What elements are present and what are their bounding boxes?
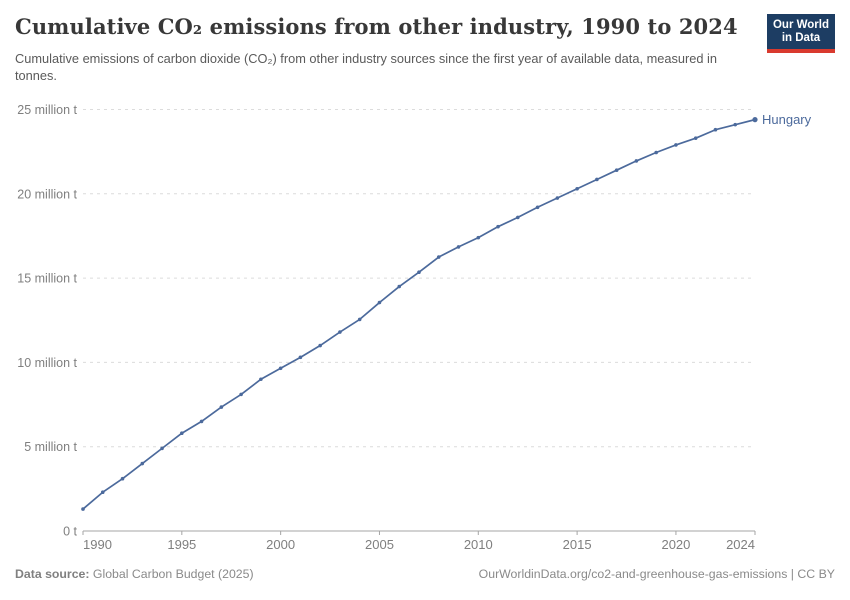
x-axis-label: 2024 <box>726 537 755 552</box>
data-point <box>456 245 461 249</box>
data-point <box>160 446 164 451</box>
x-axis-label: 2010 <box>464 537 493 552</box>
data-point <box>535 205 540 210</box>
data-source-value: Global Carbon Budget (2025) <box>89 567 254 581</box>
data-point <box>377 300 382 305</box>
chart-footer: Data source: Global Carbon Budget (2025)… <box>15 567 835 581</box>
data-point <box>614 168 619 172</box>
y-axis-label: 5 million t <box>24 440 77 454</box>
x-axis-label: 2020 <box>661 537 690 552</box>
data-point <box>259 377 263 382</box>
data-point <box>199 419 204 424</box>
y-axis-label: 10 million t <box>17 356 77 370</box>
data-point <box>397 284 402 289</box>
data-point <box>555 196 560 200</box>
data-point <box>595 177 599 182</box>
data-point <box>120 476 125 481</box>
data-point <box>81 507 85 511</box>
x-axis-label: 1995 <box>167 537 196 552</box>
page-subtitle: Cumulative emissions of carbon dioxide (… <box>15 51 717 83</box>
page-title: Cumulative CO₂ emissions from other indu… <box>15 14 738 39</box>
data-point <box>100 490 105 495</box>
y-axis-label: 20 million t <box>17 187 77 201</box>
data-source-label: Data source: <box>15 567 90 581</box>
owid-logo-text-line1: Our World <box>772 19 829 31</box>
data-point <box>575 186 579 191</box>
data-point <box>338 330 342 334</box>
data-point <box>436 255 441 259</box>
data-point <box>674 143 678 147</box>
data-point <box>298 355 303 360</box>
credit-line: OurWorldinData.org/co2-and-greenhouse-ga… <box>478 567 835 581</box>
data-point <box>417 270 421 274</box>
data-point <box>140 461 145 466</box>
data-point <box>693 136 698 140</box>
data-point <box>654 150 658 155</box>
data-point <box>180 431 184 436</box>
y-axis-label: 0 t <box>63 525 77 539</box>
data-source-note: Data source: Global Carbon Budget (2025) <box>15 567 254 581</box>
series-line-hungary <box>82 118 756 510</box>
data-point <box>516 215 520 220</box>
data-point <box>278 366 283 371</box>
data-point <box>476 235 481 240</box>
y-axis-label: 25 million t <box>17 103 77 117</box>
owid-logo: Our World in Data <box>767 14 835 53</box>
x-axis-label: 2000 <box>266 537 295 552</box>
owid-logo-text-line2: in Data <box>781 32 821 44</box>
data-point <box>634 159 639 163</box>
data-point <box>713 127 718 132</box>
data-point <box>219 405 224 409</box>
data-point <box>752 117 758 123</box>
series-label-hungary: Hungary <box>762 112 812 127</box>
x-axis-label: 2015 <box>563 537 592 552</box>
x-axis-label: 2005 <box>365 537 394 552</box>
data-point <box>733 122 738 127</box>
data-point <box>318 343 322 348</box>
x-axis-label: 1990 <box>83 537 112 552</box>
y-axis-label: 15 million t <box>17 272 77 286</box>
data-point <box>357 317 362 322</box>
data-point <box>239 392 243 397</box>
data-point <box>496 224 500 229</box>
